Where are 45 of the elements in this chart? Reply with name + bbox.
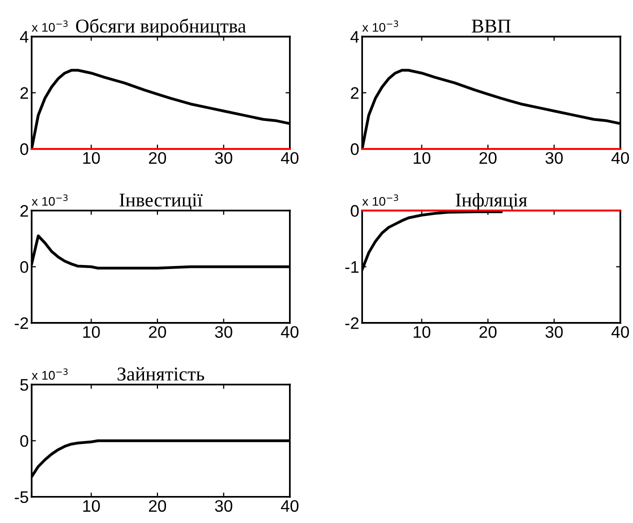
text: x 10$^{−3}$: [32, 20, 68, 32]
x-tick-label: 20: [480, 152, 497, 164]
x-tick-label: 10: [83, 152, 100, 164]
y-tick-label: 0: [350, 205, 359, 217]
chart-title: Зайнятість: [118, 367, 204, 381]
y-tick-label: 2: [20, 87, 28, 99]
y-tick-label: 0: [350, 143, 359, 156]
y-tick-label: 2: [350, 87, 359, 99]
text: x 10$^{−3}$: [32, 194, 68, 206]
y-tick-label: 2: [20, 205, 28, 217]
y-tick-label: 0: [20, 435, 28, 447]
y-tick-label: 4: [350, 31, 359, 43]
chart-title: Інвестиції: [120, 194, 203, 210]
x-tick-label: 30: [215, 152, 232, 164]
x-tick-label: 20: [149, 500, 166, 512]
x-tick-label: 30: [546, 152, 563, 164]
y-tick-label: 5: [20, 379, 28, 391]
y-tick-label: 0: [20, 143, 28, 156]
x-tick-label: 10: [414, 326, 430, 338]
x-tick-label: 40: [280, 152, 298, 164]
x-tick-label: 10: [414, 152, 430, 164]
x-tick-label: 10: [83, 500, 100, 512]
chart-title: Інфляція: [456, 192, 528, 211]
y-tick-label: -2: [14, 317, 28, 329]
x-tick-label: 40: [280, 326, 298, 338]
x-tick-label: 40: [611, 152, 629, 164]
x-tick-label: 30: [215, 326, 232, 338]
x-tick-label: 20: [149, 152, 166, 164]
y-tick-label: -1: [345, 261, 359, 273]
x-tick-label: 30: [215, 500, 232, 512]
text: x 10$^{−3}$: [32, 368, 68, 380]
chart-title: Обсяги виробництва: [76, 18, 246, 37]
y-tick-label: -2: [345, 317, 359, 329]
text: x 10$^{−3}$: [362, 194, 398, 206]
x-tick-label: 40: [280, 500, 298, 512]
chart-title: ВВП: [472, 20, 511, 32]
x-tick-label: 20: [480, 326, 497, 338]
x-tick-label: 30: [546, 326, 563, 338]
x-tick-label: 20: [149, 326, 166, 338]
y-tick-label: -5: [14, 491, 28, 504]
x-tick-label: 10: [83, 326, 100, 338]
y-tick-label: 0: [20, 261, 28, 273]
y-tick-label: 4: [20, 31, 28, 43]
text: x 10$^{−3}$: [362, 20, 398, 32]
x-tick-label: 40: [611, 326, 629, 338]
